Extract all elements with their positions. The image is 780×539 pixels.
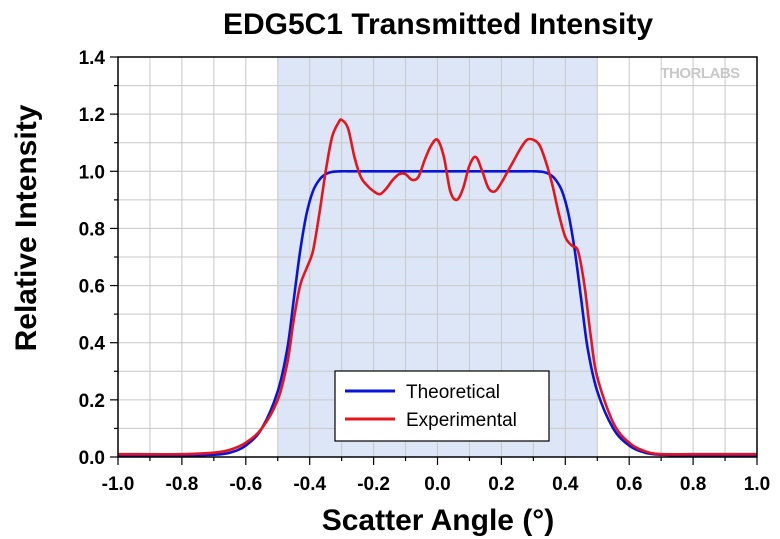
y-tick-label: 1.4 xyxy=(79,48,106,69)
logo-text: THORLABS xyxy=(660,65,740,82)
x-tick-label: 0.6 xyxy=(616,474,642,495)
legend: Theoretical Experimental xyxy=(334,370,550,442)
x-tick-label: 0.8 xyxy=(680,474,706,495)
legend-box xyxy=(334,370,550,442)
x-tick-labels: -1.0 -0.8 -0.6 -0.4 -0.2 0.0 0.2 0.4 0.6 0.8 1.0 xyxy=(102,474,771,495)
x-tick-label: 0.4 xyxy=(552,474,579,495)
y-tick-label: 0.2 xyxy=(79,391,105,412)
x-tick-label: 0.0 xyxy=(424,474,450,495)
y-tick-label: 0.6 xyxy=(79,277,105,298)
series-line-theoretical xyxy=(117,169,758,457)
series-group xyxy=(117,118,758,457)
y-tick-label: 0.0 xyxy=(79,448,105,469)
x-tick-label: 1.0 xyxy=(744,474,770,495)
y-axis-label: Relative Intensity xyxy=(10,104,43,351)
y-tick-labels: 0.0 0.2 0.4 0.6 0.8 1.0 1.2 1.4 xyxy=(79,48,106,469)
x-tick-label: -0.2 xyxy=(357,474,390,495)
y-tick-label: 0.8 xyxy=(79,219,105,240)
legend-label-theoretical: Theoretical xyxy=(406,382,500,403)
x-tick-label: -0.8 xyxy=(166,474,199,495)
x-tick-label: -0.4 xyxy=(293,474,326,495)
y-tick-label: 0.4 xyxy=(79,334,106,355)
legend-label-experimental: Experimental xyxy=(406,410,517,431)
x-tick-label: -1.0 xyxy=(102,474,135,495)
x-axis-label: Scatter Angle (°) xyxy=(322,504,555,537)
chart-title: EDG5C1 Transmitted Intensity xyxy=(223,8,653,41)
y-tick-label: 1.0 xyxy=(79,162,105,183)
thorlabs-logo: THORLABS xyxy=(660,65,740,82)
series-line-experimental xyxy=(117,118,757,456)
x-tick-label: -0.6 xyxy=(229,474,262,495)
x-tick-label: 0.2 xyxy=(488,474,514,495)
y-tick-label: 1.2 xyxy=(79,105,105,126)
ticks xyxy=(110,56,758,465)
